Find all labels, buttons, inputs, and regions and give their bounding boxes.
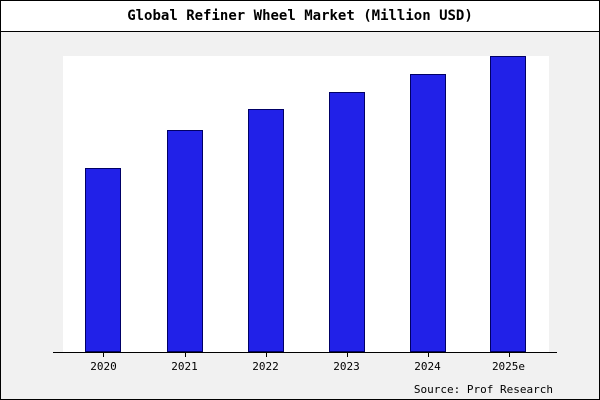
x-tick-label-2023: 2023 [333,360,360,373]
bar-2021 [166,130,203,352]
x-tick-label-2021: 2021 [171,360,198,373]
bar-2020 [85,168,122,352]
bar-2024 [409,73,446,352]
chart-title: Global Refiner Wheel Market (Million USD… [1,1,599,32]
x-tick-label-2025e: 2025e [491,360,526,373]
x-axis [53,352,557,353]
x-tick-label-2020: 2020 [90,360,117,373]
x-tick-label-2022: 2022 [252,360,279,373]
bar-2023 [328,91,365,352]
bar-2025e [490,56,527,352]
x-tick-mark-2020 [103,353,105,357]
x-tick-labels: 2020 2021 2022 2023 2024 2025e [63,360,549,373]
x-tick-mark-2025e [508,353,510,357]
x-tick-label-2024: 2024 [414,360,441,373]
x-tick-mark-2024 [427,353,429,357]
chart-area: 2020 2021 2022 2023 2024 2025e Source: Prof R… [1,32,599,399]
bar-2022 [247,109,284,352]
x-tick-mark-2023 [346,353,348,357]
x-tick-mark-2021 [184,353,186,357]
source-note: Source: Prof Research [413,383,553,396]
x-axis-ticks [63,353,549,357]
x-tick-mark-2022 [265,353,267,357]
plot-area [63,56,549,352]
